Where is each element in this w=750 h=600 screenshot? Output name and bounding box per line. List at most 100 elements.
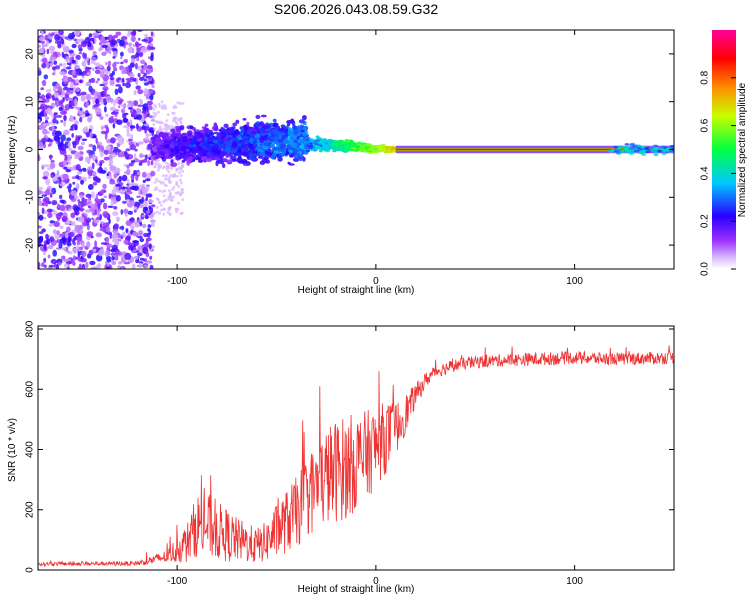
spectrogram-cell <box>115 195 121 202</box>
spectrogram-cell <box>636 144 642 148</box>
spectrogram-cell <box>115 61 120 65</box>
spectrogram-cell <box>103 195 108 199</box>
spectrogram-cell <box>73 241 76 246</box>
spectrogram-cell <box>128 242 132 246</box>
spectrogram-cell <box>181 198 185 202</box>
spectrogram-cell <box>232 122 238 127</box>
spectrogram-cell <box>45 178 51 186</box>
spectrogram-cell <box>109 79 115 86</box>
spectrogram-cell <box>133 209 137 213</box>
spectrogram-cell <box>218 158 223 164</box>
spectrogram-cell <box>38 92 41 96</box>
spectrogram-cell <box>49 220 55 224</box>
spectrogram-cell <box>92 248 97 253</box>
spectrogram-cell <box>79 194 84 199</box>
spectrogram-cell <box>146 100 153 106</box>
spectrogram-cell <box>66 185 70 189</box>
spectrogram-cell <box>145 251 150 258</box>
spectrogram-cell <box>335 140 341 143</box>
spectrogram-cell <box>174 191 178 195</box>
spectrogram-cell <box>251 149 256 154</box>
spectrogram-cell <box>80 200 88 207</box>
spectrogram-cell <box>137 72 141 78</box>
spectrogram-cell <box>162 132 169 137</box>
spectrogram-cell <box>40 103 46 109</box>
spectrogram-cell <box>303 126 307 130</box>
spectrogram-cell <box>230 137 238 141</box>
spectrogram-cell <box>95 137 98 144</box>
spectrogram-cell <box>63 75 68 78</box>
spectrogram-cell <box>112 211 119 217</box>
spectrogram-cell <box>44 34 49 41</box>
spectrogram-cell <box>194 133 199 138</box>
spectrogram-cell <box>75 106 81 110</box>
spectrogram-cell <box>262 142 270 147</box>
spectrogram-cell <box>64 258 72 262</box>
spectrogram-cell <box>91 217 94 220</box>
spectrogram-cell <box>155 130 160 136</box>
spectrogram-cell <box>122 125 129 129</box>
spectrogram-cell <box>168 213 172 217</box>
spectrogram-cell <box>141 46 147 54</box>
spectrogram-cell <box>380 148 387 152</box>
spectrogram-cell <box>136 195 142 198</box>
spectrogram-cell <box>75 175 80 179</box>
spectrogram-cell <box>115 31 122 36</box>
spectrogram-cell <box>72 255 76 262</box>
spectrogram-cell <box>127 121 131 128</box>
spectrogram-cell <box>42 176 48 180</box>
spectrogram-cell <box>38 225 42 229</box>
spectrogram-cell <box>163 104 167 108</box>
spectrogram-cell <box>74 156 79 159</box>
spectrogram-cell <box>59 99 63 107</box>
spectrogram-cell <box>83 111 86 115</box>
spectrogram-cell <box>278 154 282 161</box>
snr-series-line <box>38 345 674 568</box>
spectrogram-cell <box>131 263 136 269</box>
carrier-line-band <box>395 148 674 151</box>
spectrogram-cell <box>340 147 345 151</box>
spectrogram-cell <box>179 125 185 131</box>
spectrogram-cell <box>45 188 51 196</box>
spectrogram-cell <box>146 65 153 69</box>
spectrogram-cell <box>104 88 107 95</box>
snr-y-tick-label: 600 <box>25 380 36 397</box>
spectrogram-cell <box>52 176 58 182</box>
spectrogram-cell <box>180 211 184 215</box>
spectrogram-cell <box>236 149 240 153</box>
spectrogram-cell <box>288 163 295 166</box>
spectrogram-cell <box>173 142 178 146</box>
spectrogram-cell <box>129 73 135 79</box>
spectrogram-cell <box>126 133 131 137</box>
spectrogram-cell <box>105 255 111 261</box>
spectrogram-cell <box>132 249 137 252</box>
spectrogram-cell <box>218 145 224 149</box>
spectrogram-cell <box>63 166 68 170</box>
spectrogram-cell <box>137 141 144 145</box>
spectrogram-cell <box>246 121 250 126</box>
spectrogram-cell <box>78 224 84 230</box>
spectrogram-cell <box>110 111 117 115</box>
spectrogram-cell <box>167 126 171 130</box>
spectrogram-cell <box>153 134 158 138</box>
spectrogram-cell <box>118 86 123 94</box>
spectrogram-cell <box>615 149 621 153</box>
spectrogram-cell <box>332 149 337 153</box>
spectrogram-cell <box>130 58 136 64</box>
spectrogram-cell <box>55 83 60 89</box>
spectrogram-cell <box>236 135 242 140</box>
spectrogram-cell <box>159 203 163 207</box>
spectrogram-cell <box>95 98 100 105</box>
spectrogram-cell <box>116 119 123 125</box>
spectrogram-cell <box>137 89 144 95</box>
spectrogram-cell <box>136 171 141 176</box>
spectrogram-cell <box>122 113 127 119</box>
spectrogram-cell <box>66 137 72 142</box>
spectrogram-cell <box>96 209 100 214</box>
spectrogram-cell <box>76 38 83 43</box>
spectrogram-cell <box>96 264 101 269</box>
spectrogram-cell <box>131 222 134 229</box>
spectrogram-cell <box>123 208 129 214</box>
spectrogram-cell <box>143 64 148 71</box>
